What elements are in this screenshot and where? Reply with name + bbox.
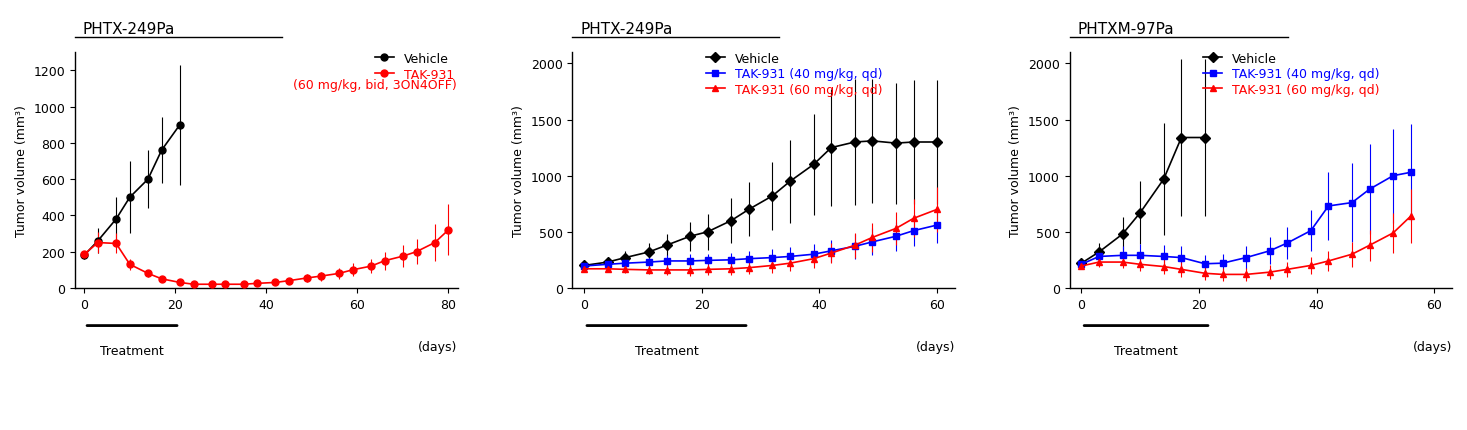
- Legend: Vehicle, TAK-931: Vehicle, TAK-931: [370, 48, 459, 86]
- Y-axis label: Tumor volume (mm³): Tumor volume (mm³): [512, 105, 525, 236]
- Text: (days): (days): [1413, 340, 1452, 353]
- Legend: Vehicle, TAK-931 (40 mg/kg, qd), TAK-931 (60 mg/kg, qd): Vehicle, TAK-931 (40 mg/kg, qd), TAK-931…: [1199, 48, 1385, 101]
- Text: PHTX-249Pa: PHTX-249Pa: [82, 22, 175, 37]
- Text: Treatment: Treatment: [635, 344, 698, 358]
- Y-axis label: Tumor volume (mm³): Tumor volume (mm³): [15, 105, 28, 236]
- Y-axis label: Tumor volume (mm³): Tumor volume (mm³): [1009, 105, 1022, 236]
- Text: Treatment: Treatment: [1115, 344, 1178, 358]
- Text: (60 mg/kg, bid, 3ON4OFF): (60 mg/kg, bid, 3ON4OFF): [293, 79, 456, 92]
- Text: (days): (days): [418, 340, 458, 353]
- Text: Treatment: Treatment: [100, 344, 164, 358]
- Text: PHTXM-97Pa: PHTXM-97Pa: [1077, 22, 1174, 37]
- Text: (days): (days): [915, 340, 955, 353]
- Legend: Vehicle, TAK-931 (40 mg/kg, qd), TAK-931 (60 mg/kg, qd): Vehicle, TAK-931 (40 mg/kg, qd), TAK-931…: [701, 48, 888, 101]
- Text: PHTX-249Pa: PHTX-249Pa: [579, 22, 672, 37]
